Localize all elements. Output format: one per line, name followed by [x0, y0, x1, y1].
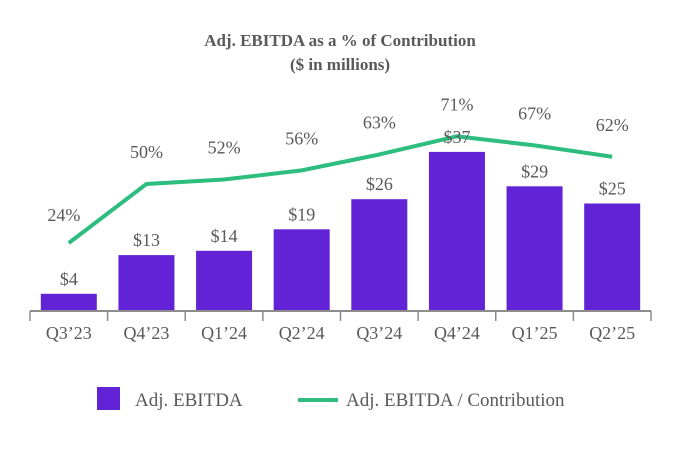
chart-title: Adj. EBITDA as a % of Contribution: [204, 31, 476, 50]
x-tick-label: Q2’24: [279, 323, 325, 343]
line-series: [67, 134, 613, 245]
line-value-label: 71%: [440, 94, 473, 114]
line-value-label: 62%: [596, 115, 629, 135]
line-value-label: 50%: [130, 142, 163, 162]
bar-value-label: $29: [521, 161, 548, 181]
line-value-label: 63%: [363, 112, 396, 132]
bar-value-label: $26: [366, 174, 393, 194]
chart-subtitle: ($ in millions): [290, 55, 390, 74]
line-value-label: 52%: [208, 137, 241, 157]
bar: [351, 199, 408, 311]
x-tick-label: Q3’24: [356, 323, 402, 343]
x-tick-label: Q4’23: [123, 323, 169, 343]
x-tick-label: Q1’25: [512, 323, 558, 343]
legend: Adj. EBITDA Adj. EBITDA / Contribution: [97, 387, 565, 411]
bar: [118, 255, 175, 311]
legend-label-bar: Adj. EBITDA: [135, 390, 243, 411]
line-value-label: 56%: [285, 128, 318, 148]
bar-value-label: $19: [288, 204, 315, 224]
bar: [196, 250, 253, 311]
bar: [428, 151, 485, 311]
legend-label-line: Adj. EBITDA / Contribution: [346, 390, 565, 411]
line-value-label: 67%: [518, 103, 551, 123]
bar: [273, 229, 330, 311]
x-tick-label: Q2’25: [589, 323, 635, 343]
x-tick-label: Q3’23: [46, 323, 92, 343]
bar-value-label: $13: [133, 230, 160, 250]
x-tick-label: Q4’24: [434, 323, 480, 343]
bar: [40, 293, 97, 311]
bar-value-label: $4: [60, 269, 78, 289]
bar: [584, 203, 641, 311]
bar-value-label: $14: [211, 226, 238, 246]
legend-swatch-bar: [97, 387, 120, 410]
bar: [506, 186, 563, 311]
bar-value-label: $25: [599, 179, 626, 199]
bar-value-label: $37: [443, 127, 470, 147]
line-value-label: 24%: [47, 205, 80, 225]
x-tick-label: Q1’24: [201, 323, 247, 343]
